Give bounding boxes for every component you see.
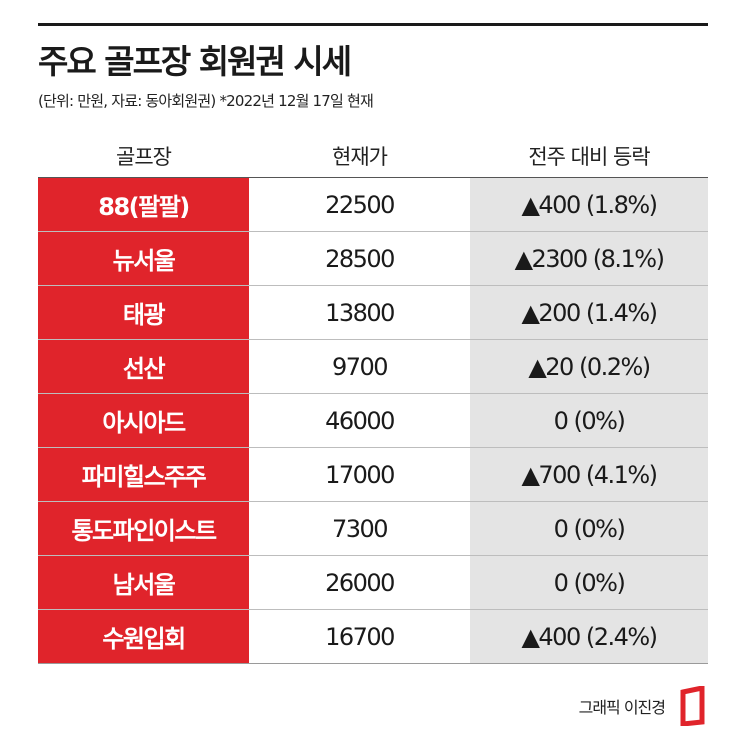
table-row: 수원입회 16700 ▲400 (2.4%) bbox=[38, 610, 708, 664]
publisher-logo-icon bbox=[680, 686, 705, 726]
top-rule bbox=[38, 23, 708, 26]
table-header: 골프장 현재가 전주 대비 등락 bbox=[38, 136, 708, 178]
current-price: 13800 bbox=[325, 298, 395, 327]
table-row: 88(팔팔) 22500 ▲400 (1.8%) bbox=[38, 178, 708, 232]
golf-course-name: 파미힐스주주 bbox=[38, 448, 249, 501]
weekly-change: ▲200 (1.4%) bbox=[470, 286, 708, 339]
table-body: 88(팔팔) 22500 ▲400 (1.8%) 뉴서울 28500 ▲2300… bbox=[38, 178, 708, 664]
golf-course-name: 태광 bbox=[38, 286, 249, 339]
golf-course-name: 88(팔팔) bbox=[38, 178, 249, 231]
table-row: 선산 9700 ▲20 (0.2%) bbox=[38, 340, 708, 394]
current-price: 26000 bbox=[325, 568, 395, 597]
current-price: 17000 bbox=[325, 460, 395, 489]
header-current-price: 현재가 bbox=[332, 145, 388, 169]
golf-course-name: 통도파인이스트 bbox=[38, 502, 249, 555]
golf-course-name: 수원입회 bbox=[38, 610, 249, 663]
current-price: 28500 bbox=[325, 244, 395, 273]
current-price: 16700 bbox=[325, 622, 395, 651]
table-row: 남서울 26000 0 (0%) bbox=[38, 556, 708, 610]
weekly-change: ▲20 (0.2%) bbox=[470, 340, 708, 393]
golf-course-name: 남서울 bbox=[38, 556, 249, 609]
table-row: 통도파인이스트 7300 0 (0%) bbox=[38, 502, 708, 556]
header-golf-course: 골프장 bbox=[116, 145, 172, 169]
weekly-change: ▲2300 (8.1%) bbox=[470, 232, 708, 285]
golf-course-name: 선산 bbox=[38, 340, 249, 393]
weekly-change: 0 (0%) bbox=[470, 502, 708, 555]
table-row: 아시아드 46000 0 (0%) bbox=[38, 394, 708, 448]
header-divider bbox=[38, 177, 708, 178]
header-weekly-change: 전주 대비 등락 bbox=[528, 145, 650, 169]
graphic-credit: 그래픽 이진경 bbox=[578, 698, 666, 717]
page-title: 주요 골프장 회원권 시세 bbox=[38, 42, 352, 81]
table-row: 뉴서울 28500 ▲2300 (8.1%) bbox=[38, 232, 708, 286]
current-price: 7300 bbox=[331, 514, 389, 543]
weekly-change: 0 (0%) bbox=[470, 394, 708, 447]
weekly-change: 0 (0%) bbox=[470, 556, 708, 609]
weekly-change: ▲700 (4.1%) bbox=[470, 448, 708, 501]
current-price: 22500 bbox=[325, 190, 395, 219]
golf-course-name: 아시아드 bbox=[38, 394, 249, 447]
golf-course-name: 뉴서울 bbox=[38, 232, 249, 285]
weekly-change: ▲400 (1.8%) bbox=[470, 178, 708, 231]
weekly-change: ▲400 (2.4%) bbox=[470, 610, 708, 663]
table-row: 태광 13800 ▲200 (1.4%) bbox=[38, 286, 708, 340]
current-price: 46000 bbox=[325, 406, 395, 435]
page-subtitle: (단위: 만원, 자료: 동아회원권) *2022년 12월 17일 현재 bbox=[38, 92, 374, 110]
current-price: 9700 bbox=[331, 352, 389, 381]
table-row: 파미힐스주주 17000 ▲700 (4.1%) bbox=[38, 448, 708, 502]
